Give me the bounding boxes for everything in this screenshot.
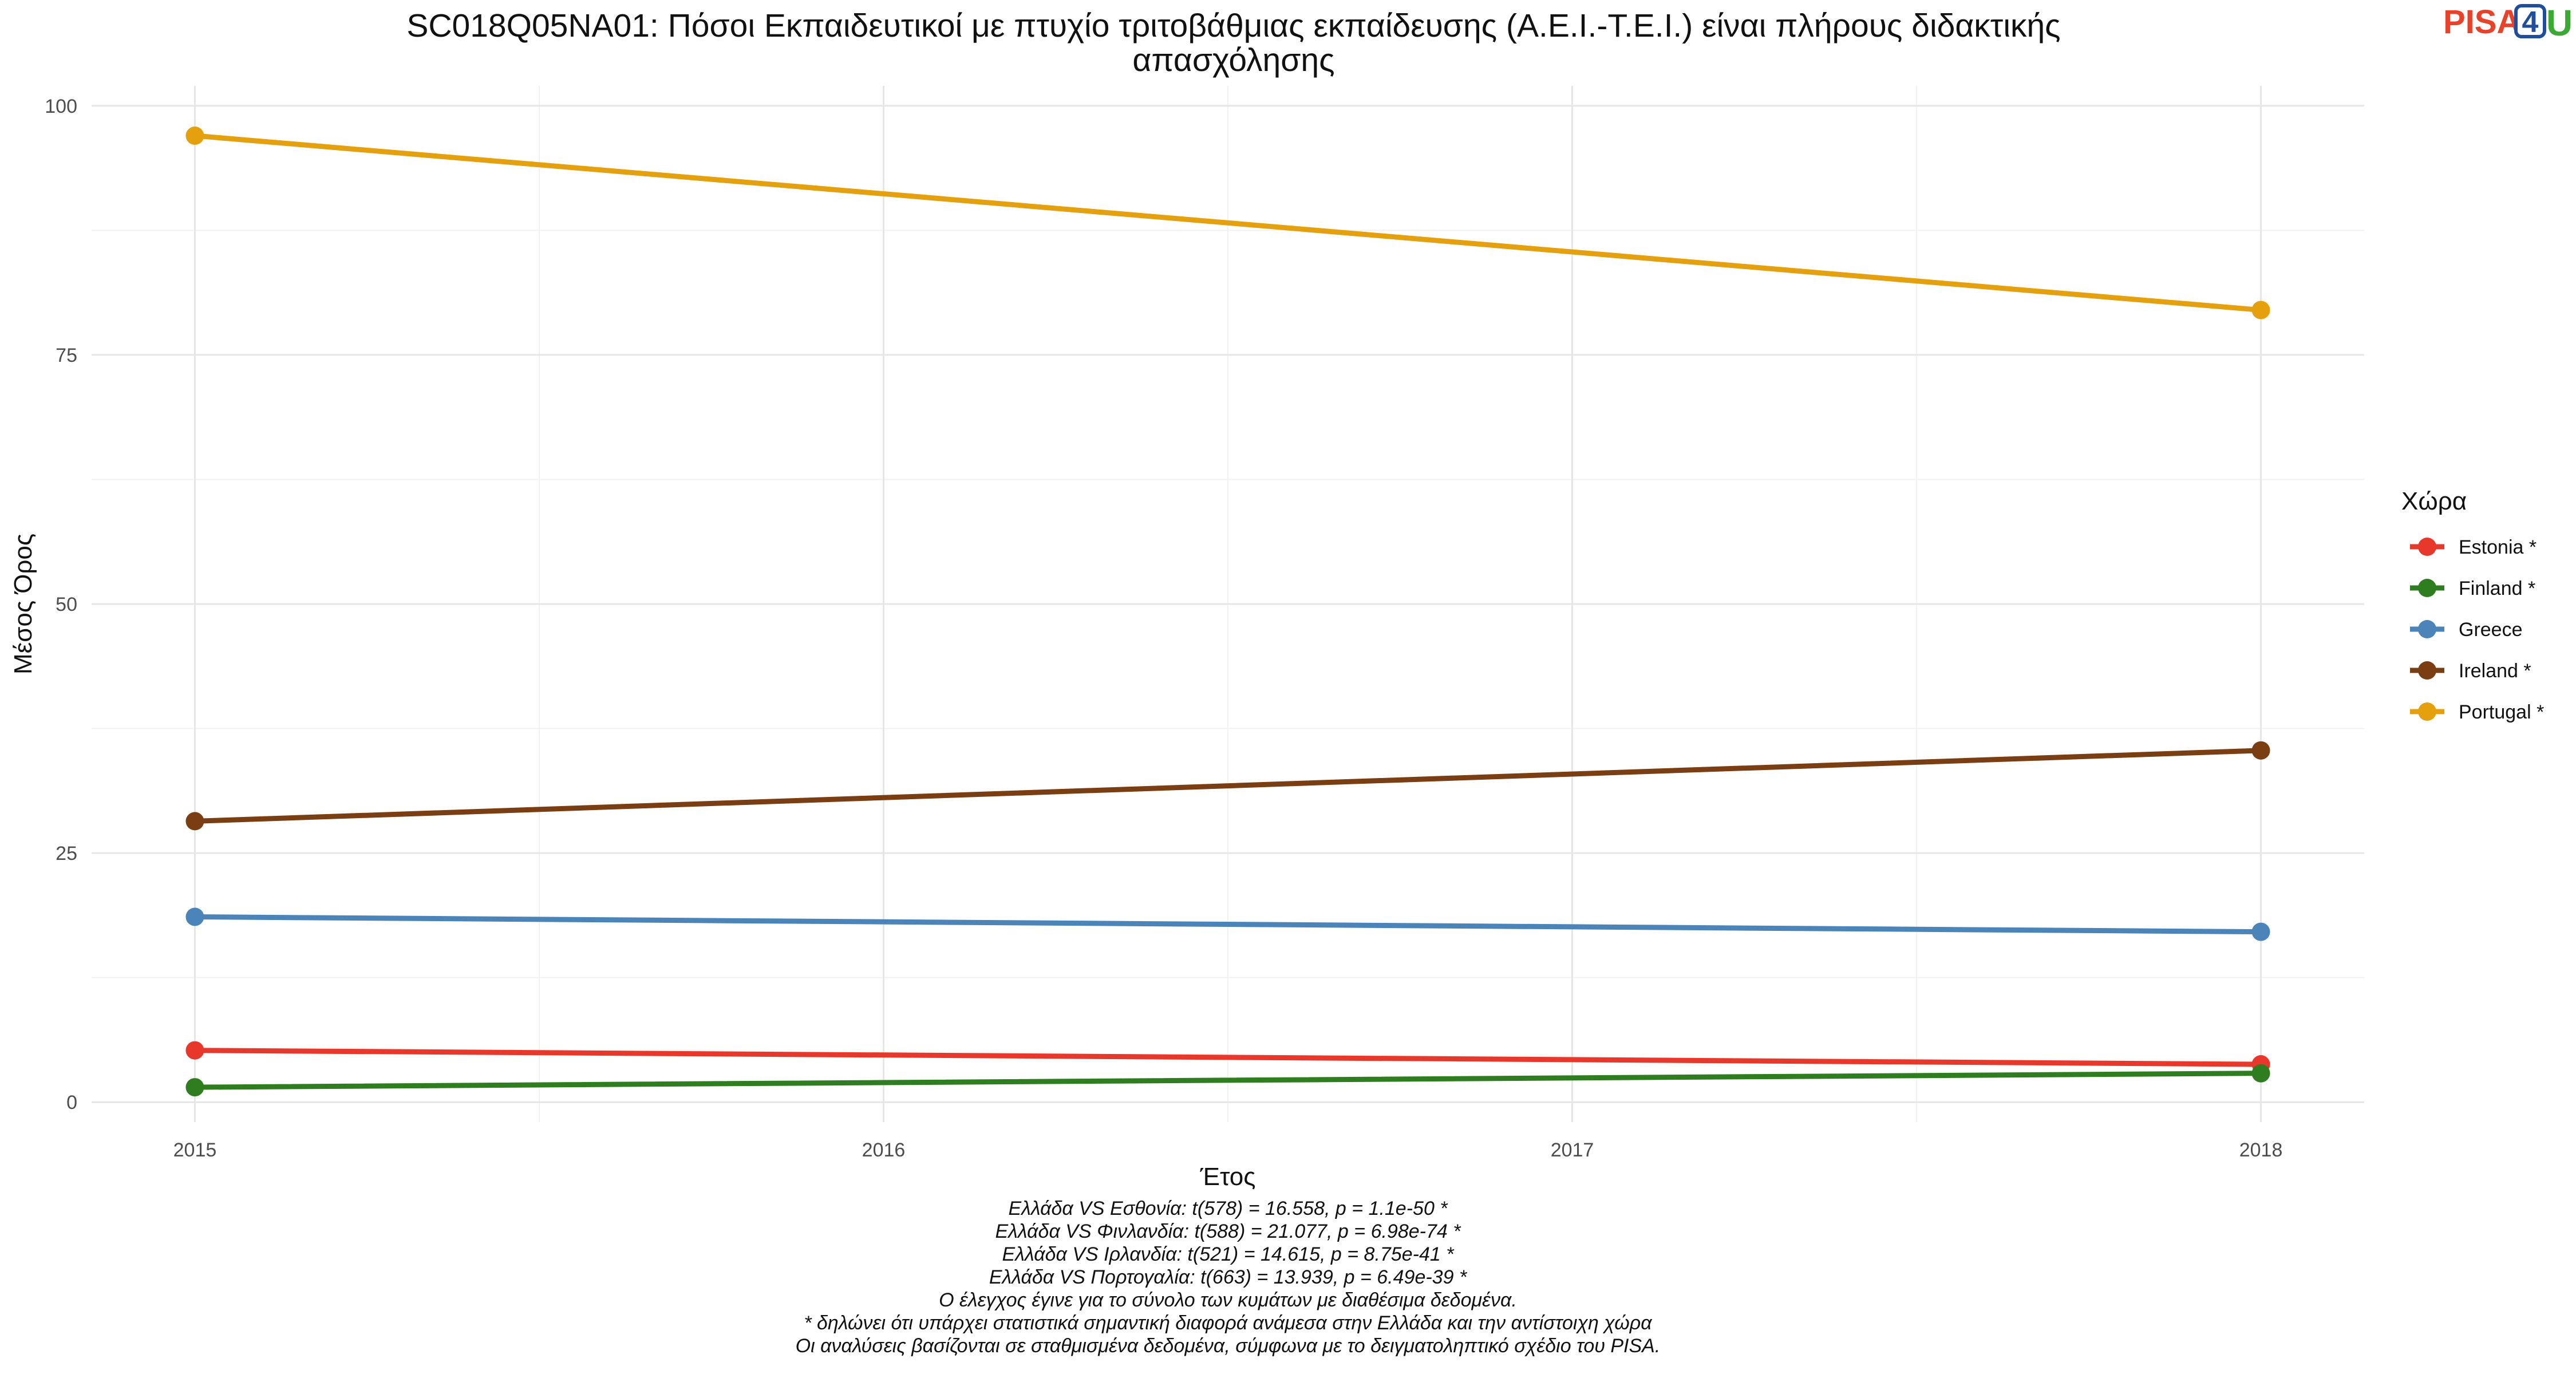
data-point	[185, 812, 204, 831]
legend-swatch-point	[2418, 661, 2436, 680]
series-lines	[185, 127, 2270, 1097]
series-line-greece	[192, 914, 2264, 935]
series-line-estonia	[192, 1048, 2264, 1067]
data-point	[185, 1078, 204, 1097]
caption-line: Ελλάδα VS Ιρλανδία: t(521) = 14.615, p =…	[1002, 1243, 1455, 1265]
series-line-portugal	[192, 133, 2264, 313]
caption-line: Ελλάδα VS Φινλανδία: t(588) = 21.077, p …	[995, 1221, 1462, 1242]
caption-line: Ελλάδα VS Εσθονία: t(578) = 16.558, p = …	[1008, 1198, 1448, 1219]
pisa4u-logo: PISA 4 U	[2443, 2, 2573, 44]
data-point	[185, 907, 204, 926]
x-tick-label: 2015	[173, 1139, 217, 1161]
legend-title: Χώρα	[2401, 487, 2467, 515]
legend-label: Estonia *	[2459, 536, 2537, 558]
data-point	[185, 127, 204, 145]
logo-box	[2514, 4, 2546, 38]
x-tick-label: 2016	[862, 1139, 906, 1161]
legend-swatch-point	[2418, 538, 2436, 556]
legend-label: Portugal *	[2459, 701, 2544, 723]
y-tick-label: 75	[56, 345, 77, 366]
y-tick-label: 0	[66, 1092, 77, 1114]
legend-label: Ireland *	[2459, 660, 2531, 682]
legend-swatch-point	[2418, 702, 2436, 721]
caption-line: Οι αναλύσεις βασίζονται σε σταθμισμένα δ…	[796, 1335, 1661, 1357]
x-axis-title: Έτος	[1200, 1163, 1256, 1191]
series-line-finland	[192, 1071, 2264, 1090]
chart-title: απασχόλησης	[1132, 42, 1334, 78]
caption-line: Ο έλεγχος έγινε για το σύνολο των κυμάτω…	[939, 1289, 1517, 1311]
caption-line: Ελλάδα VS Πορτογαλία: t(663) = 13.939, p…	[989, 1266, 1468, 1288]
logo-text-4: 4	[2522, 6, 2539, 39]
data-point	[2251, 741, 2270, 760]
y-tick-label: 25	[56, 843, 77, 864]
legend-swatch-point	[2418, 579, 2436, 597]
y-tick-label: 100	[45, 96, 77, 117]
chart-text: SC018Q05NA01: Πόσοι Εκπαιδευτικοί με πτυ…	[9, 7, 2061, 1191]
data-point	[2251, 922, 2270, 941]
x-tick-label: 2018	[2239, 1139, 2283, 1161]
logo-text-pisa: PISA	[2443, 3, 2520, 41]
caption: Ελλάδα VS Εσθονία: t(578) = 16.558, p = …	[796, 1198, 1661, 1357]
legend-label: Finland *	[2459, 578, 2535, 599]
x-tick-label: 2017	[1551, 1139, 1594, 1161]
axes: 0 25 50 75 100 2015 2016 2017 2018	[45, 96, 2282, 1161]
grid	[92, 86, 2364, 1122]
y-axis-title: Μέσος Όρος	[9, 534, 37, 674]
y-tick-label: 50	[56, 594, 77, 615]
series-line-ireland	[192, 748, 2264, 824]
chart-title: SC018Q05NA01: Πόσοι Εκπαιδευτικοί με πτυ…	[406, 7, 2060, 44]
caption-line: * δηλώνει ότι υπάρχει στατιστικά σημαντι…	[804, 1312, 1653, 1334]
legend: Χώρα Estonia * Finland * Greece Ireland * Por…	[2401, 487, 2544, 723]
data-point	[2251, 1064, 2270, 1083]
data-point	[2251, 301, 2270, 319]
data-point	[185, 1041, 204, 1060]
logo-text-u: U	[2546, 2, 2573, 44]
legend-swatch-point	[2418, 620, 2436, 638]
legend-label: Greece	[2459, 619, 2523, 641]
